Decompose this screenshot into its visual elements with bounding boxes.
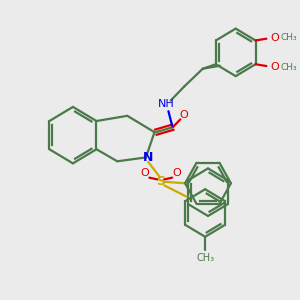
Text: CH₃: CH₃ bbox=[281, 33, 297, 42]
Text: S: S bbox=[156, 175, 165, 188]
Text: O: O bbox=[270, 32, 279, 43]
Text: N: N bbox=[143, 151, 153, 164]
Text: CH₃: CH₃ bbox=[196, 253, 214, 262]
Text: NH: NH bbox=[158, 99, 175, 110]
Text: O: O bbox=[270, 62, 279, 72]
Text: CH₃: CH₃ bbox=[281, 63, 297, 72]
Text: O: O bbox=[180, 110, 189, 120]
Text: O: O bbox=[140, 168, 149, 178]
Text: O: O bbox=[173, 168, 182, 178]
